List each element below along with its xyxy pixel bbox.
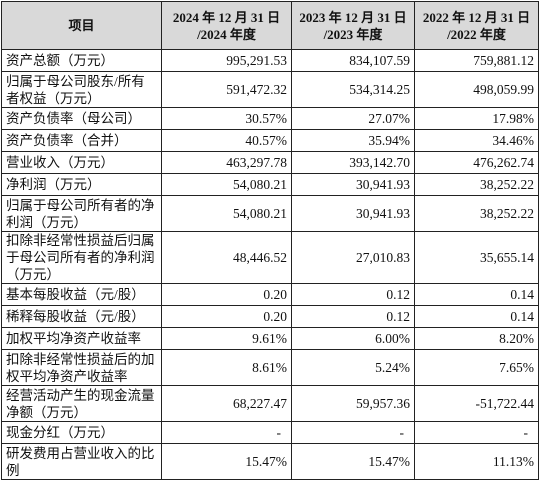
row-label: 加权平均净资产收益率 xyxy=(1,327,162,350)
header-2024: 2024 年 12 月 31 日 /2024 年度 xyxy=(161,1,292,50)
table-row: 扣除非经常性损益后的加权平均净资产收益率 8.61% 5.24% 7.65% xyxy=(1,349,539,386)
cell-2023: 534,314.25 xyxy=(291,71,415,108)
header-2022-date: 2022 年 12 月 31 日 xyxy=(422,9,531,25)
header-2023-year: /2023 年度 xyxy=(323,26,383,42)
row-label: 现金分红（万元） xyxy=(1,421,162,444)
cell-2022: -51,722.44 xyxy=(414,385,539,422)
cell-2022: 35,655.14 xyxy=(414,231,539,284)
table-row: 经营活动产生的现金流量净额（万元） 68,227.47 59,957.36 -5… xyxy=(1,385,539,422)
header-2023-date: 2023 年 12 月 31 日 xyxy=(299,9,407,25)
cell-2022: 0.14 xyxy=(414,283,539,306)
row-label: 扣除非经常性损益后归属于母公司所有者的净利润（万元） xyxy=(1,231,162,284)
cell-2023: 27.07% xyxy=(291,107,415,130)
cell-2024: 0.20 xyxy=(161,283,292,306)
table-row: 资产总额（万元） 995,291.53 834,107.59 759,881.1… xyxy=(1,49,539,72)
financial-indicators-table: 项目 2024 年 12 月 31 日 /2024 年度 2023 年 12 月… xyxy=(1,1,539,480)
cell-2024: 15.47% xyxy=(161,443,292,480)
cell-2022: 17.98% xyxy=(414,107,539,130)
header-item: 项目 xyxy=(1,1,162,50)
table-header-row: 项目 2024 年 12 月 31 日 /2024 年度 2023 年 12 月… xyxy=(1,1,539,50)
cell-2023: 0.12 xyxy=(291,305,415,328)
cell-2023: 6.00% xyxy=(291,327,415,350)
cell-2023: - xyxy=(291,421,415,444)
row-label: 资产负债率（合并） xyxy=(1,129,162,152)
row-label: 资产总额（万元） xyxy=(1,49,162,72)
table-row: 稀释每股收益（元/股） 0.20 0.12 0.14 xyxy=(1,305,539,328)
cell-2022: 476,262.74 xyxy=(414,151,539,174)
cell-2024: 0.20 xyxy=(161,305,292,328)
financial-table-container: 项目 2024 年 12 月 31 日 /2024 年度 2023 年 12 月… xyxy=(1,1,539,480)
cell-2023: 30,941.93 xyxy=(291,195,415,232)
table-row: 营业收入（万元） 463,297.78 393,142.70 476,262.7… xyxy=(1,151,539,174)
cell-2023: 15.47% xyxy=(291,443,415,480)
cell-2022: 34.46% xyxy=(414,129,539,152)
cell-2024: 48,446.52 xyxy=(161,231,292,284)
table-row: 加权平均净资产收益率 9.61% 6.00% 8.20% xyxy=(1,327,539,350)
cell-2023: 59,957.36 xyxy=(291,385,415,422)
header-2024-year: /2024 年度 xyxy=(197,26,256,42)
cell-2024: 591,472.32 xyxy=(161,71,292,108)
table-row: 现金分红（万元） - - - xyxy=(1,421,539,444)
cell-2024: - xyxy=(161,421,292,444)
cell-2022: 498,059.99 xyxy=(414,71,539,108)
row-label: 营业收入（万元） xyxy=(1,151,162,174)
table-row: 归属于母公司所有者的净利润（万元） 54,080.21 30,941.93 38… xyxy=(1,195,539,232)
row-label: 净利润（万元） xyxy=(1,173,162,196)
cell-2024: 995,291.53 xyxy=(161,49,292,72)
cell-2023: 0.12 xyxy=(291,283,415,306)
cell-2024: 9.61% xyxy=(161,327,292,350)
cell-2023: 834,107.59 xyxy=(291,49,415,72)
cell-2023: 27,010.83 xyxy=(291,231,415,284)
cell-2022: 8.20% xyxy=(414,327,539,350)
table-row: 基本每股收益（元/股） 0.20 0.12 0.14 xyxy=(1,283,539,306)
cell-2024: 54,080.21 xyxy=(161,173,292,196)
cell-2024: 463,297.78 xyxy=(161,151,292,174)
row-label: 扣除非经常性损益后的加权平均净资产收益率 xyxy=(1,349,162,386)
cell-2023: 30,941.93 xyxy=(291,173,415,196)
table-row: 研发费用占营业收入的比例 15.47% 15.47% 11.13% xyxy=(1,443,539,480)
cell-2024: 8.61% xyxy=(161,349,292,386)
cell-2022: 11.13% xyxy=(414,443,539,480)
cell-2022: 759,881.12 xyxy=(414,49,539,72)
cell-2024: 54,080.21 xyxy=(161,195,292,232)
cell-2023: 35.94% xyxy=(291,129,415,152)
cell-2023: 393,142.70 xyxy=(291,151,415,174)
row-label: 经营活动产生的现金流量净额（万元） xyxy=(1,385,162,422)
table-row: 净利润（万元） 54,080.21 30,941.93 38,252.22 xyxy=(1,173,539,196)
header-2023: 2023 年 12 月 31 日 /2023 年度 xyxy=(291,1,415,50)
row-label: 归属于母公司股东/所有者权益（万元） xyxy=(1,71,162,108)
row-label: 研发费用占营业收入的比例 xyxy=(1,443,162,480)
header-2022-year: /2022 年度 xyxy=(447,26,506,42)
cell-2024: 40.57% xyxy=(161,129,292,152)
table-row: 资产负债率（合并） 40.57% 35.94% 34.46% xyxy=(1,129,539,152)
header-2024-date: 2024 年 12 月 31 日 xyxy=(172,9,281,25)
row-label: 基本每股收益（元/股） xyxy=(1,283,162,306)
cell-2023: 5.24% xyxy=(291,349,415,386)
cell-2022: 0.14 xyxy=(414,305,539,328)
row-label: 资产负债率（母公司） xyxy=(1,107,162,130)
cell-2022: 38,252.22 xyxy=(414,195,539,232)
table-row: 归属于母公司股东/所有者权益（万元） 591,472.32 534,314.25… xyxy=(1,71,539,108)
row-label: 归属于母公司所有者的净利润（万元） xyxy=(1,195,162,232)
row-label: 稀释每股收益（元/股） xyxy=(1,305,162,328)
table-row: 资产负债率（母公司） 30.57% 27.07% 17.98% xyxy=(1,107,539,130)
table-row: 扣除非经常性损益后归属于母公司所有者的净利润（万元） 48,446.52 27,… xyxy=(1,231,539,284)
cell-2022: 38,252.22 xyxy=(414,173,539,196)
header-2022: 2022 年 12 月 31 日 /2022 年度 xyxy=(414,1,539,50)
cell-2024: 68,227.47 xyxy=(161,385,292,422)
cell-2024: 30.57% xyxy=(161,107,292,130)
cell-2022: - xyxy=(414,421,539,444)
cell-2022: 7.65% xyxy=(414,349,539,386)
